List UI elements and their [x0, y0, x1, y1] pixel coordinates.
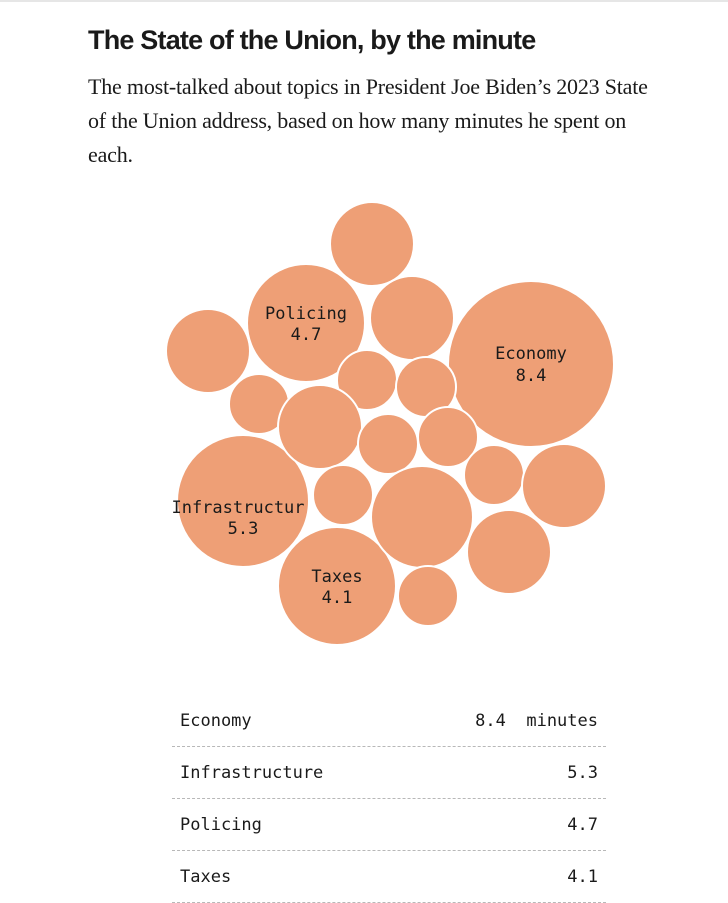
table-row: Policing 4.7: [172, 799, 606, 851]
chart-subtitle: The most-talked about topics in Presiden…: [88, 74, 648, 167]
bubble-infrastructure[interactable]: Infrastructur 5.3: [171, 434, 310, 568]
bubble-taxes-circle: [277, 526, 397, 646]
bubble-economy-value: 8.4: [516, 366, 547, 386]
bubble-policing-circle: [246, 263, 366, 383]
table-topic: Taxes: [180, 866, 232, 887]
bubble-unlabeled[interactable]: [369, 275, 455, 361]
bubble-taxes-name: Taxes: [311, 567, 362, 587]
bubble-economy-circle: [447, 280, 615, 448]
bubble-unlabeled[interactable]: [329, 201, 415, 287]
table-row: Economy 8.4 minutes: [172, 695, 606, 747]
bubble-unlabeled[interactable]: [417, 406, 479, 468]
bubble-unlabeled[interactable]: [277, 384, 363, 470]
bubble-unlabeled[interactable]: [165, 308, 251, 394]
bubble-policing-value: 4.7: [291, 325, 322, 345]
bubble-taxes-value: 4.1: [322, 588, 353, 608]
table-row: Infrastructure 5.3: [172, 747, 606, 799]
bubble-economy-name: Economy: [495, 344, 567, 364]
bubble-taxes[interactable]: Taxes 4.1: [277, 526, 397, 646]
bubble-infrastructure-circle: [176, 434, 310, 568]
table-topic: Economy: [180, 710, 252, 731]
table-row: Taxes 4.1: [172, 851, 606, 903]
bubble-unlabeled[interactable]: [312, 464, 374, 526]
table-value: 4.1: [567, 866, 598, 887]
table-value-number: 8.4: [475, 710, 506, 731]
top-rule: [0, 0, 728, 2]
bubble-economy[interactable]: Economy 8.4: [447, 280, 615, 448]
bubble-infrastructure-value: 5.3: [228, 519, 259, 539]
bubble-infrastructure-name: Infrastructur: [171, 498, 304, 518]
table-unit: minutes: [526, 710, 598, 731]
bubble-unlabeled[interactable]: [357, 413, 419, 475]
table-value: 5.3: [567, 762, 598, 783]
table-topic: Infrastructure: [180, 762, 324, 783]
bubble-unlabeled[interactable]: [521, 443, 607, 529]
minutes-table: Economy 8.4 minutes Infrastructure 5.3 P…: [172, 695, 606, 903]
table-value: 8.4 minutes: [475, 711, 598, 731]
table-value: 4.7: [567, 814, 598, 835]
bubble-unlabeled[interactable]: [397, 565, 459, 627]
bubble-policing-name: Policing: [265, 304, 347, 324]
bubble-unlabeled[interactable]: [370, 465, 474, 569]
chart-title: The State of the Union, by the minute: [88, 25, 536, 55]
bubble-unlabeled[interactable]: [466, 509, 552, 595]
table-topic: Policing: [180, 814, 262, 835]
bubble-policing[interactable]: Policing 4.7: [246, 263, 366, 383]
bubble-unlabeled[interactable]: [463, 444, 525, 506]
bubble-chart: Economy 8.4 Policing 4.7 Infrastructur 5…: [165, 201, 615, 646]
